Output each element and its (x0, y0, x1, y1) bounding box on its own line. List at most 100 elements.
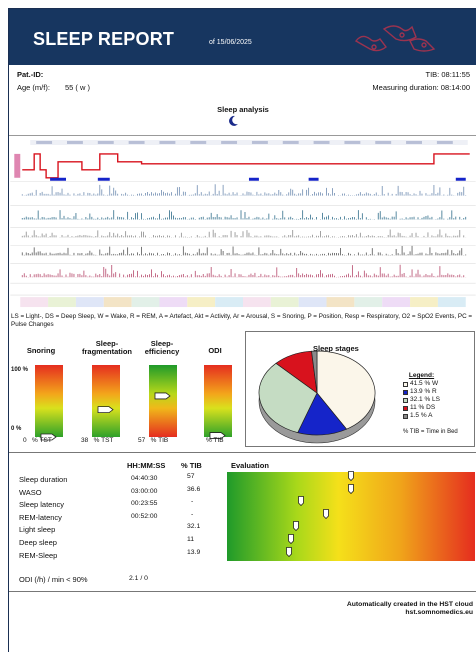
stage-band (410, 297, 438, 308)
pie-slice (316, 350, 376, 430)
moon-icon (229, 115, 238, 126)
legend-label: 11 % DS (410, 404, 436, 411)
legend-swatch (403, 381, 408, 387)
table-row-label: Sleep duration (19, 475, 68, 484)
evaluation-bar (227, 547, 475, 562)
gauge-value-snoring: 0 % TST (23, 437, 52, 444)
gauge-title-odi: ODI (208, 346, 222, 355)
stage-band (215, 297, 243, 308)
legend-swatch (403, 413, 408, 419)
odi-value: 2.1 / 0 (129, 575, 148, 582)
sleep-stages-title: Sleep stages (313, 344, 359, 353)
stage-band (75, 297, 104, 308)
stage-band (298, 297, 327, 308)
legend-item: 1.5 % A (403, 412, 440, 420)
sleep-graphic-icon (354, 25, 436, 52)
time-tick (221, 140, 238, 144)
table-row-label: REM-Sleep (19, 550, 58, 560)
tib-value: TIB: 08:11:55 (425, 70, 470, 79)
evaluation-marker (348, 483, 354, 494)
evaluation-marker (348, 471, 354, 481)
gauge-axis-bottom: 0 % (11, 426, 22, 432)
time-tick (159, 140, 176, 144)
stage-band (48, 297, 76, 308)
gauge-unit: % TIB (150, 437, 169, 444)
gauge-number: 57 (138, 437, 146, 444)
report-header: SLEEP REPORT of 15/06/2025 (9, 9, 476, 65)
gauge-title-sleep-fragmentation: Sleep- fragmentation (77, 340, 137, 356)
legend-item: 32.1 % LS (403, 396, 440, 404)
legend-swatch (403, 389, 408, 395)
legend-swatch (403, 397, 408, 403)
evaluation-marker (288, 534, 295, 544)
time-tick (406, 140, 422, 144)
table-row-label: Deep sleep (19, 538, 57, 547)
gauge-unit: % TST (93, 437, 114, 444)
time-axis (30, 139, 468, 145)
legend-label: 32.1 % LS (410, 396, 440, 403)
tib-note: % TIB = Time in Bed (403, 429, 458, 435)
rem-block (308, 177, 319, 181)
evaluation-marker (323, 508, 330, 519)
stage-band (354, 297, 383, 308)
report-footer: Automatically created in the HST cloud h… (239, 601, 473, 617)
table-row-tib: 57 (187, 473, 195, 480)
odi-label: ODI (/h) / min < 90% (19, 575, 88, 584)
report-title: SLEEP REPORT (33, 29, 175, 49)
table-row-time: 04:40:30 (131, 475, 158, 482)
legend-label: 41.5 % W (410, 380, 439, 387)
signal-trace (21, 264, 467, 278)
legend-item: 13.9 % R (403, 388, 440, 396)
legend-label: 13.9 % R (410, 388, 437, 395)
signal-trace (21, 245, 467, 256)
table-row-label: REM-latency (19, 512, 62, 522)
legend-item: 41.5 % W (403, 380, 440, 388)
time-tick (251, 140, 268, 144)
time-tick (128, 140, 145, 144)
table-row-tib: 36.6 (187, 485, 201, 493)
gauge-pointer (40, 433, 57, 441)
table-row-tib: 13.9 (187, 548, 201, 556)
gauge-title-snoring: Snoring (26, 346, 56, 355)
artefact-block (14, 153, 21, 178)
legend-title: Legend: (408, 372, 435, 379)
sleep-stages-panel (245, 331, 475, 447)
sleep-stages-pie (258, 350, 376, 444)
signal-trace (21, 229, 467, 238)
stage-band (159, 297, 188, 308)
time-tick (36, 140, 53, 144)
gauge-odi (204, 365, 232, 437)
table-row-time: 00:23:55 (131, 500, 158, 508)
sleep-analysis-legend: LS = Light-, DS = Deep Sleep, W = Wake, … (11, 313, 473, 328)
gauge-title-line1: Sleep- (150, 339, 174, 348)
table-row-label: WASO (19, 487, 42, 497)
gauge-number: 38 (81, 437, 89, 444)
rem-block (97, 177, 110, 181)
time-tick (313, 140, 330, 144)
table-row-tib: - (191, 510, 194, 518)
evaluation-marker (298, 496, 305, 507)
measuring-duration: Measuring duration: 08:14:00 (372, 83, 470, 92)
gauge-title-sleep-efficiency: Sleep- efficiency (139, 340, 185, 356)
rem-block (248, 177, 259, 181)
sleep-analysis-chart (9, 135, 476, 308)
stage-band (382, 297, 411, 308)
gauge-pointer (209, 432, 226, 439)
gauge-value-sleep-efficiency: 57 % TIB (138, 437, 168, 444)
evaluation-marker (286, 546, 292, 557)
time-tick (436, 140, 453, 144)
pie-slice (258, 362, 318, 434)
rem-block (50, 177, 66, 181)
report-date: of 15/06/2025 (209, 39, 252, 46)
stage-band (103, 297, 132, 308)
stage-band (243, 297, 271, 308)
time-tick (375, 140, 392, 144)
time-tick (97, 140, 114, 144)
gauge-axis-top: 100 % (11, 367, 29, 373)
footer-line1: Automatically created in the HST cloud (346, 601, 473, 608)
evaluation-marker (293, 521, 300, 532)
col-header-tib: % TIB (181, 461, 202, 470)
gauge-pointers (40, 392, 226, 441)
gauge-value-odi: % TIB (206, 437, 224, 444)
gauge-pointer (97, 406, 114, 414)
